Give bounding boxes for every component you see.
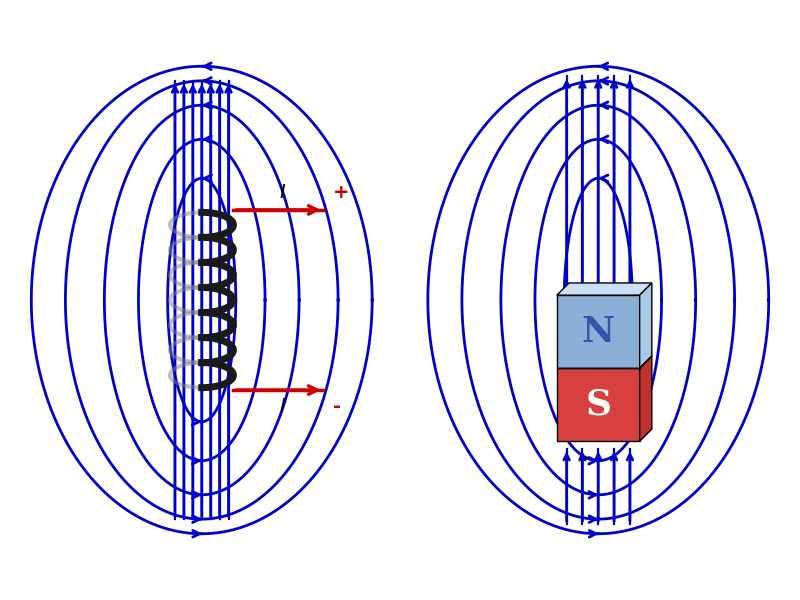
Polygon shape <box>557 295 640 368</box>
Text: S: S <box>586 388 611 422</box>
Polygon shape <box>557 368 640 441</box>
Polygon shape <box>640 356 652 441</box>
Polygon shape <box>640 283 652 368</box>
Text: N: N <box>582 314 615 349</box>
Polygon shape <box>557 283 652 295</box>
Text: -: - <box>334 397 342 416</box>
Text: I: I <box>280 183 286 202</box>
Text: I: I <box>280 397 286 416</box>
Text: +: + <box>334 183 350 202</box>
